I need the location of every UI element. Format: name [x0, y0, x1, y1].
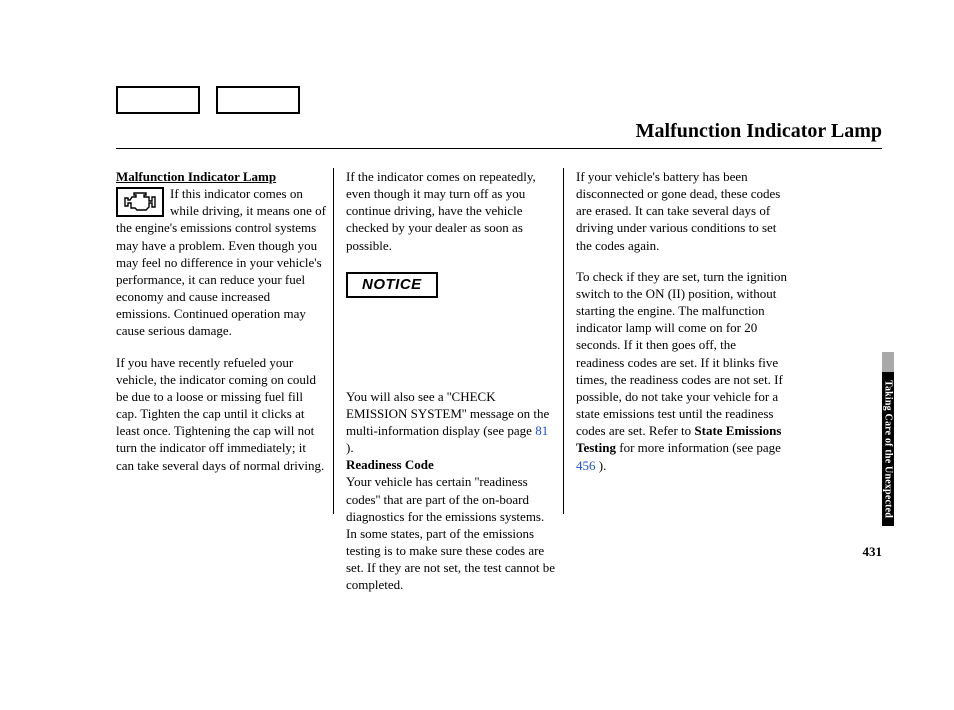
engine-icon: [116, 187, 164, 217]
col2-p3: Your vehicle has certain ''readiness cod…: [346, 473, 557, 593]
col2-p2b: ).: [346, 440, 354, 455]
col1-p2: If you have recently refueled your vehic…: [116, 354, 327, 474]
column-3: If your vehicle's battery has been disco…: [576, 168, 787, 593]
col3-p1: If your vehicle's battery has been disco…: [576, 168, 787, 254]
page-number: 431: [863, 544, 883, 560]
content-columns: Malfunction Indicator Lamp If this indic…: [116, 168, 787, 593]
nav-prev-button[interactable]: [116, 86, 200, 114]
col3-p2c: ).: [596, 458, 607, 473]
col3-p2b: for more information (see page: [616, 440, 781, 455]
column-1: Malfunction Indicator Lamp If this indic…: [116, 168, 327, 593]
side-section-label: Taking Care of the Unexpected: [883, 380, 894, 518]
notice-box: NOTICE: [346, 268, 557, 388]
section-heading-para: Malfunction Indicator Lamp If this indic…: [116, 168, 327, 340]
section-heading: Malfunction Indicator Lamp: [116, 169, 276, 184]
readiness-heading: Readiness Code: [346, 456, 557, 473]
column-separator-2: [563, 168, 564, 514]
notice-label: NOTICE: [346, 272, 438, 298]
col2-p1: If the indicator comes on repeatedly, ev…: [346, 168, 557, 254]
title-rule: [116, 148, 882, 149]
nav-next-button[interactable]: [216, 86, 300, 114]
page-title: Malfunction Indicator Lamp: [116, 120, 882, 143]
col3-p2-wrap: To check if they are set, turn the ignit…: [576, 268, 787, 474]
side-tab-gray: [882, 352, 894, 372]
page-link-81[interactable]: 81: [535, 423, 548, 438]
col2-p2-wrap: You will also see a ''CHECK EMISSION SYS…: [346, 388, 557, 457]
col2-p2a: You will also see a ''CHECK EMISSION SYS…: [346, 389, 549, 438]
nav-button-group: [116, 86, 300, 114]
col3-p2a: To check if they are set, turn the ignit…: [576, 269, 787, 438]
page-link-456[interactable]: 456: [576, 458, 596, 473]
column-separator-1: [333, 168, 334, 514]
column-2: If the indicator comes on repeatedly, ev…: [346, 168, 557, 593]
side-tab-section: Taking Care of the Unexpected: [882, 372, 894, 526]
